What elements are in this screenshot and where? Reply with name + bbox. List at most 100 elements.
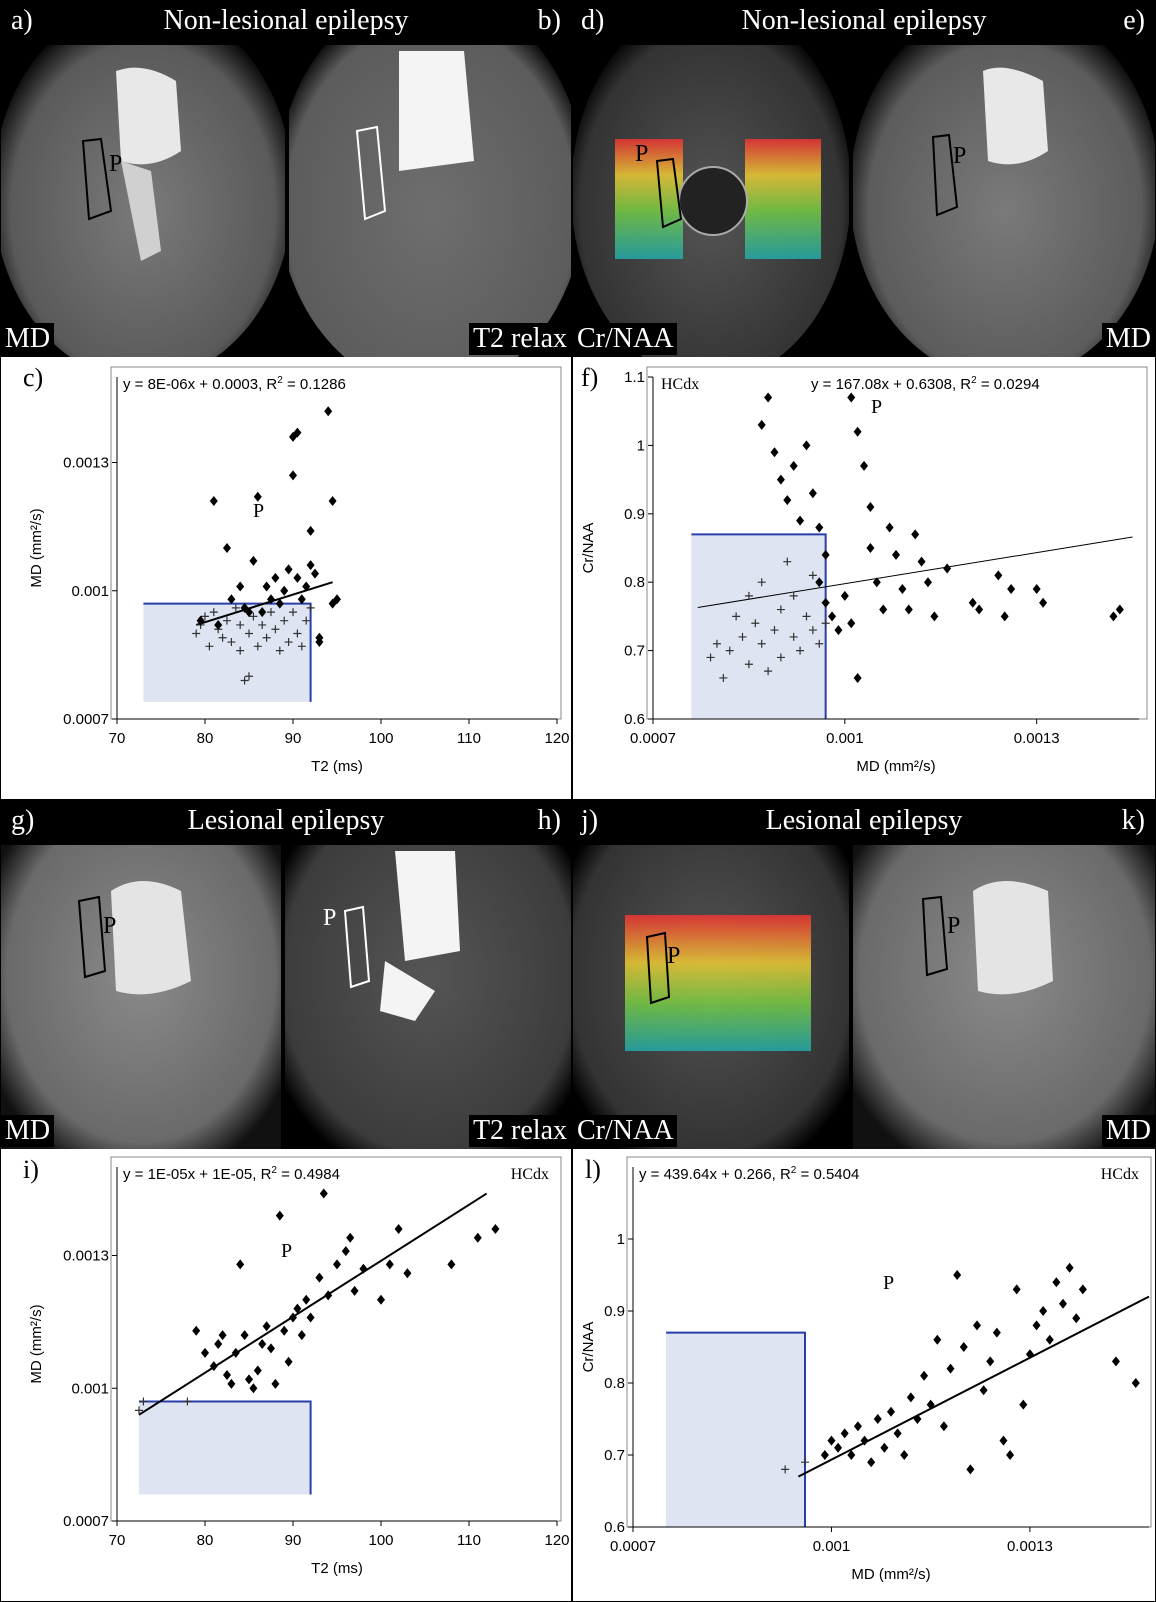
patient-point — [306, 560, 315, 571]
patient-point — [959, 1342, 968, 1352]
cr-naa-overlay-image: P — [573, 801, 849, 1149]
patient-point — [933, 1334, 942, 1345]
y-tick-label: 1 — [637, 437, 645, 454]
patient-point — [293, 572, 302, 583]
patient-point — [860, 460, 869, 471]
image-row: P a) Non-lesional epilepsy b) MD T2 rela… — [1, 1, 571, 357]
image-row: P P j) Lesional epilepsy k) Cr/NAA MD — [573, 801, 1155, 1149]
x-axis-label: MD (mm²/s) — [856, 758, 935, 775]
patient-point — [280, 585, 289, 596]
patient-point — [1078, 1284, 1087, 1295]
x-tick-label: 90 — [285, 730, 302, 747]
control-point — [275, 646, 284, 655]
y-tick-label: 0.0007 — [63, 711, 109, 728]
hcdx-label: HCdx — [511, 1166, 549, 1183]
regression-line — [195, 581, 333, 626]
patient-point — [253, 491, 262, 502]
control-point — [245, 672, 253, 681]
patient-point — [986, 1356, 995, 1367]
patient-point — [253, 1365, 262, 1376]
md-map-image: P — [853, 801, 1155, 1149]
patient-point — [209, 495, 218, 506]
patient-point — [267, 1343, 275, 1354]
regression-equation: y = 167.08x + 0.6308, R2 = 0.0294 — [811, 375, 1040, 393]
quadrant-lesional-md-t2: P P g) Lesional epilepsy h) MD T2 relax … — [0, 800, 572, 1602]
corner-label-t2: T2 relax — [468, 1115, 571, 1147]
patient-point — [1072, 1313, 1081, 1324]
patient-point — [904, 604, 913, 615]
y-tick-label: 0.0013 — [63, 455, 109, 472]
x-axis-label: MD (mm²/s) — [851, 1566, 930, 1583]
patient-point — [236, 581, 245, 592]
x-tick-label: 0.0013 — [1007, 1538, 1053, 1555]
patient-point — [992, 1327, 1001, 1338]
control-point — [297, 642, 306, 651]
y-tick-label: 0.001 — [71, 583, 109, 600]
patient-point — [196, 615, 205, 626]
patient-point — [302, 581, 311, 592]
patient-point — [943, 563, 952, 574]
control-point — [789, 591, 798, 600]
patient-point — [1032, 1320, 1041, 1331]
patient-point — [847, 392, 856, 403]
regression-equation: y = 439.64x + 0.266, R2 = 0.5404 — [639, 1165, 859, 1183]
corner-label-md: MD — [1101, 1115, 1155, 1147]
patient-point — [892, 549, 900, 560]
patient-point — [893, 1428, 902, 1439]
patient-point — [284, 564, 293, 575]
chart-f: 0.0007 0.001 0.0013 0.6 0.7 0.8 0.9 1 1.1 MD (mm²… — [580, 366, 1148, 775]
y-tick-label: 0.9 — [624, 506, 645, 523]
patient-point — [887, 1406, 895, 1417]
patient-point — [1052, 1277, 1061, 1288]
control-point — [209, 608, 218, 617]
control-range-border — [143, 602, 312, 702]
panel-label-i: i) — [23, 1155, 39, 1184]
patient-point — [341, 1246, 350, 1257]
control-point — [781, 1465, 790, 1474]
patient-point — [1039, 597, 1048, 608]
patient-point — [821, 597, 830, 608]
regression-line — [697, 536, 1133, 609]
patient-point — [350, 1285, 359, 1296]
t2-relax-image: P — [285, 801, 571, 1149]
x-tick-label: 110 — [457, 730, 481, 747]
patient-point — [227, 1378, 236, 1389]
patient-point — [394, 1223, 403, 1234]
md-map-image: P — [853, 1, 1155, 357]
x-tick-label: 0.001 — [813, 1538, 851, 1555]
patient-point — [827, 1435, 836, 1446]
patient-point — [968, 597, 977, 608]
patient-point — [923, 577, 932, 588]
control-range-box — [666, 1332, 805, 1527]
control-range-box — [139, 1401, 311, 1495]
patient-point — [853, 426, 862, 437]
control-point — [231, 603, 240, 612]
patient-point — [385, 1259, 394, 1270]
control-point — [802, 612, 811, 621]
control-point — [751, 619, 760, 628]
patient-point — [315, 1272, 324, 1283]
control-point — [253, 642, 262, 651]
panel-title: Lesional epilepsy — [765, 805, 963, 836]
control-point — [725, 646, 734, 655]
control-point — [776, 605, 785, 614]
roi-label: P — [947, 913, 961, 939]
patient-point — [293, 1303, 302, 1314]
control-point — [280, 616, 289, 625]
patient-point — [297, 594, 306, 605]
patient-point — [280, 1325, 289, 1336]
patient-point — [966, 1464, 975, 1475]
patient-point — [491, 1223, 500, 1234]
control-point — [744, 660, 753, 669]
patient-point — [770, 447, 779, 458]
control-point — [302, 616, 311, 625]
y-axis-label: MD (mm²/s) — [28, 1304, 45, 1383]
md-map-image: P — [1, 801, 281, 1149]
chart-c: 70 80 90 100 110 120 0.0007 0.001 0.0013 T2 (ms) M… — [28, 366, 570, 775]
patient-point — [821, 549, 830, 560]
control-point — [289, 608, 297, 617]
control-point — [808, 571, 817, 580]
patient-point — [315, 637, 324, 648]
y-tick-label: 0.001 — [71, 1380, 109, 1397]
control-point — [796, 646, 805, 655]
